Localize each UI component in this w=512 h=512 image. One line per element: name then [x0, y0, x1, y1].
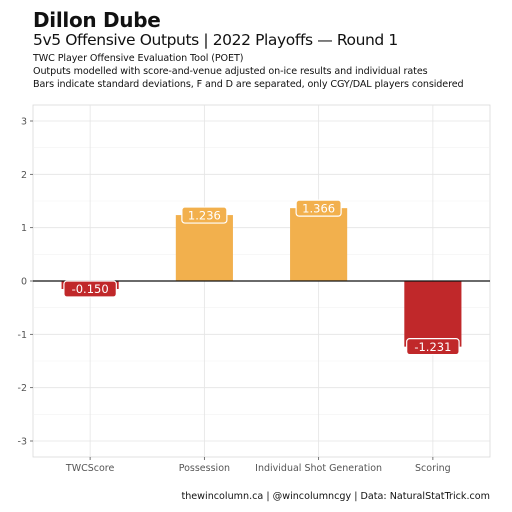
bars [61, 208, 462, 347]
description-line-2: Outputs modelled with score-and-venue ad… [33, 66, 428, 77]
data-label: -1.231 [414, 340, 451, 354]
x-tick-label: TWCScore [65, 463, 115, 474]
data-label: 1.366 [302, 201, 335, 215]
bar [404, 281, 462, 347]
y-tick-label: -3 [18, 437, 27, 448]
x-axis-ticks: TWCScore Possession Individual Shot Genera… [65, 457, 451, 474]
data-label-box [63, 280, 117, 298]
description-line-3: Bars indicate standard deviations, F and… [33, 79, 464, 90]
chart-title: Dillon Dube [33, 8, 161, 32]
y-tick-label: -2 [18, 383, 27, 394]
y-tick-label: 0 [21, 277, 27, 288]
x-tick-label: Possession [179, 463, 230, 474]
bar [175, 215, 233, 281]
data-labels: -0.150 1.236 1.366 -1.231 [63, 199, 460, 356]
description-line-1: TWC Player Offensive Evaluation Tool (PO… [33, 53, 244, 64]
y-tick-label: -1 [18, 330, 27, 341]
source-caption: thewincolumn.ca | @wincolumncgy | Data: … [181, 491, 490, 502]
chart-subtitle: 5v5 Offensive Outputs | 2022 Playoffs — … [33, 31, 398, 49]
data-label-box [406, 338, 460, 356]
data-label-box [181, 206, 228, 224]
data-label-box [295, 199, 342, 217]
x-tick-label: Scoring [415, 463, 451, 474]
data-label: -0.150 [72, 282, 109, 296]
y-tick-label: 3 [21, 117, 27, 128]
data-label: 1.236 [188, 208, 221, 222]
bar [290, 208, 348, 281]
y-tick-label: 1 [21, 223, 27, 234]
y-axis-ticks: -3 -2 -1 0 1 2 3 [18, 117, 33, 448]
y-tick-label: 2 [21, 170, 27, 181]
x-tick-label: Individual Shot Generation [255, 463, 382, 474]
